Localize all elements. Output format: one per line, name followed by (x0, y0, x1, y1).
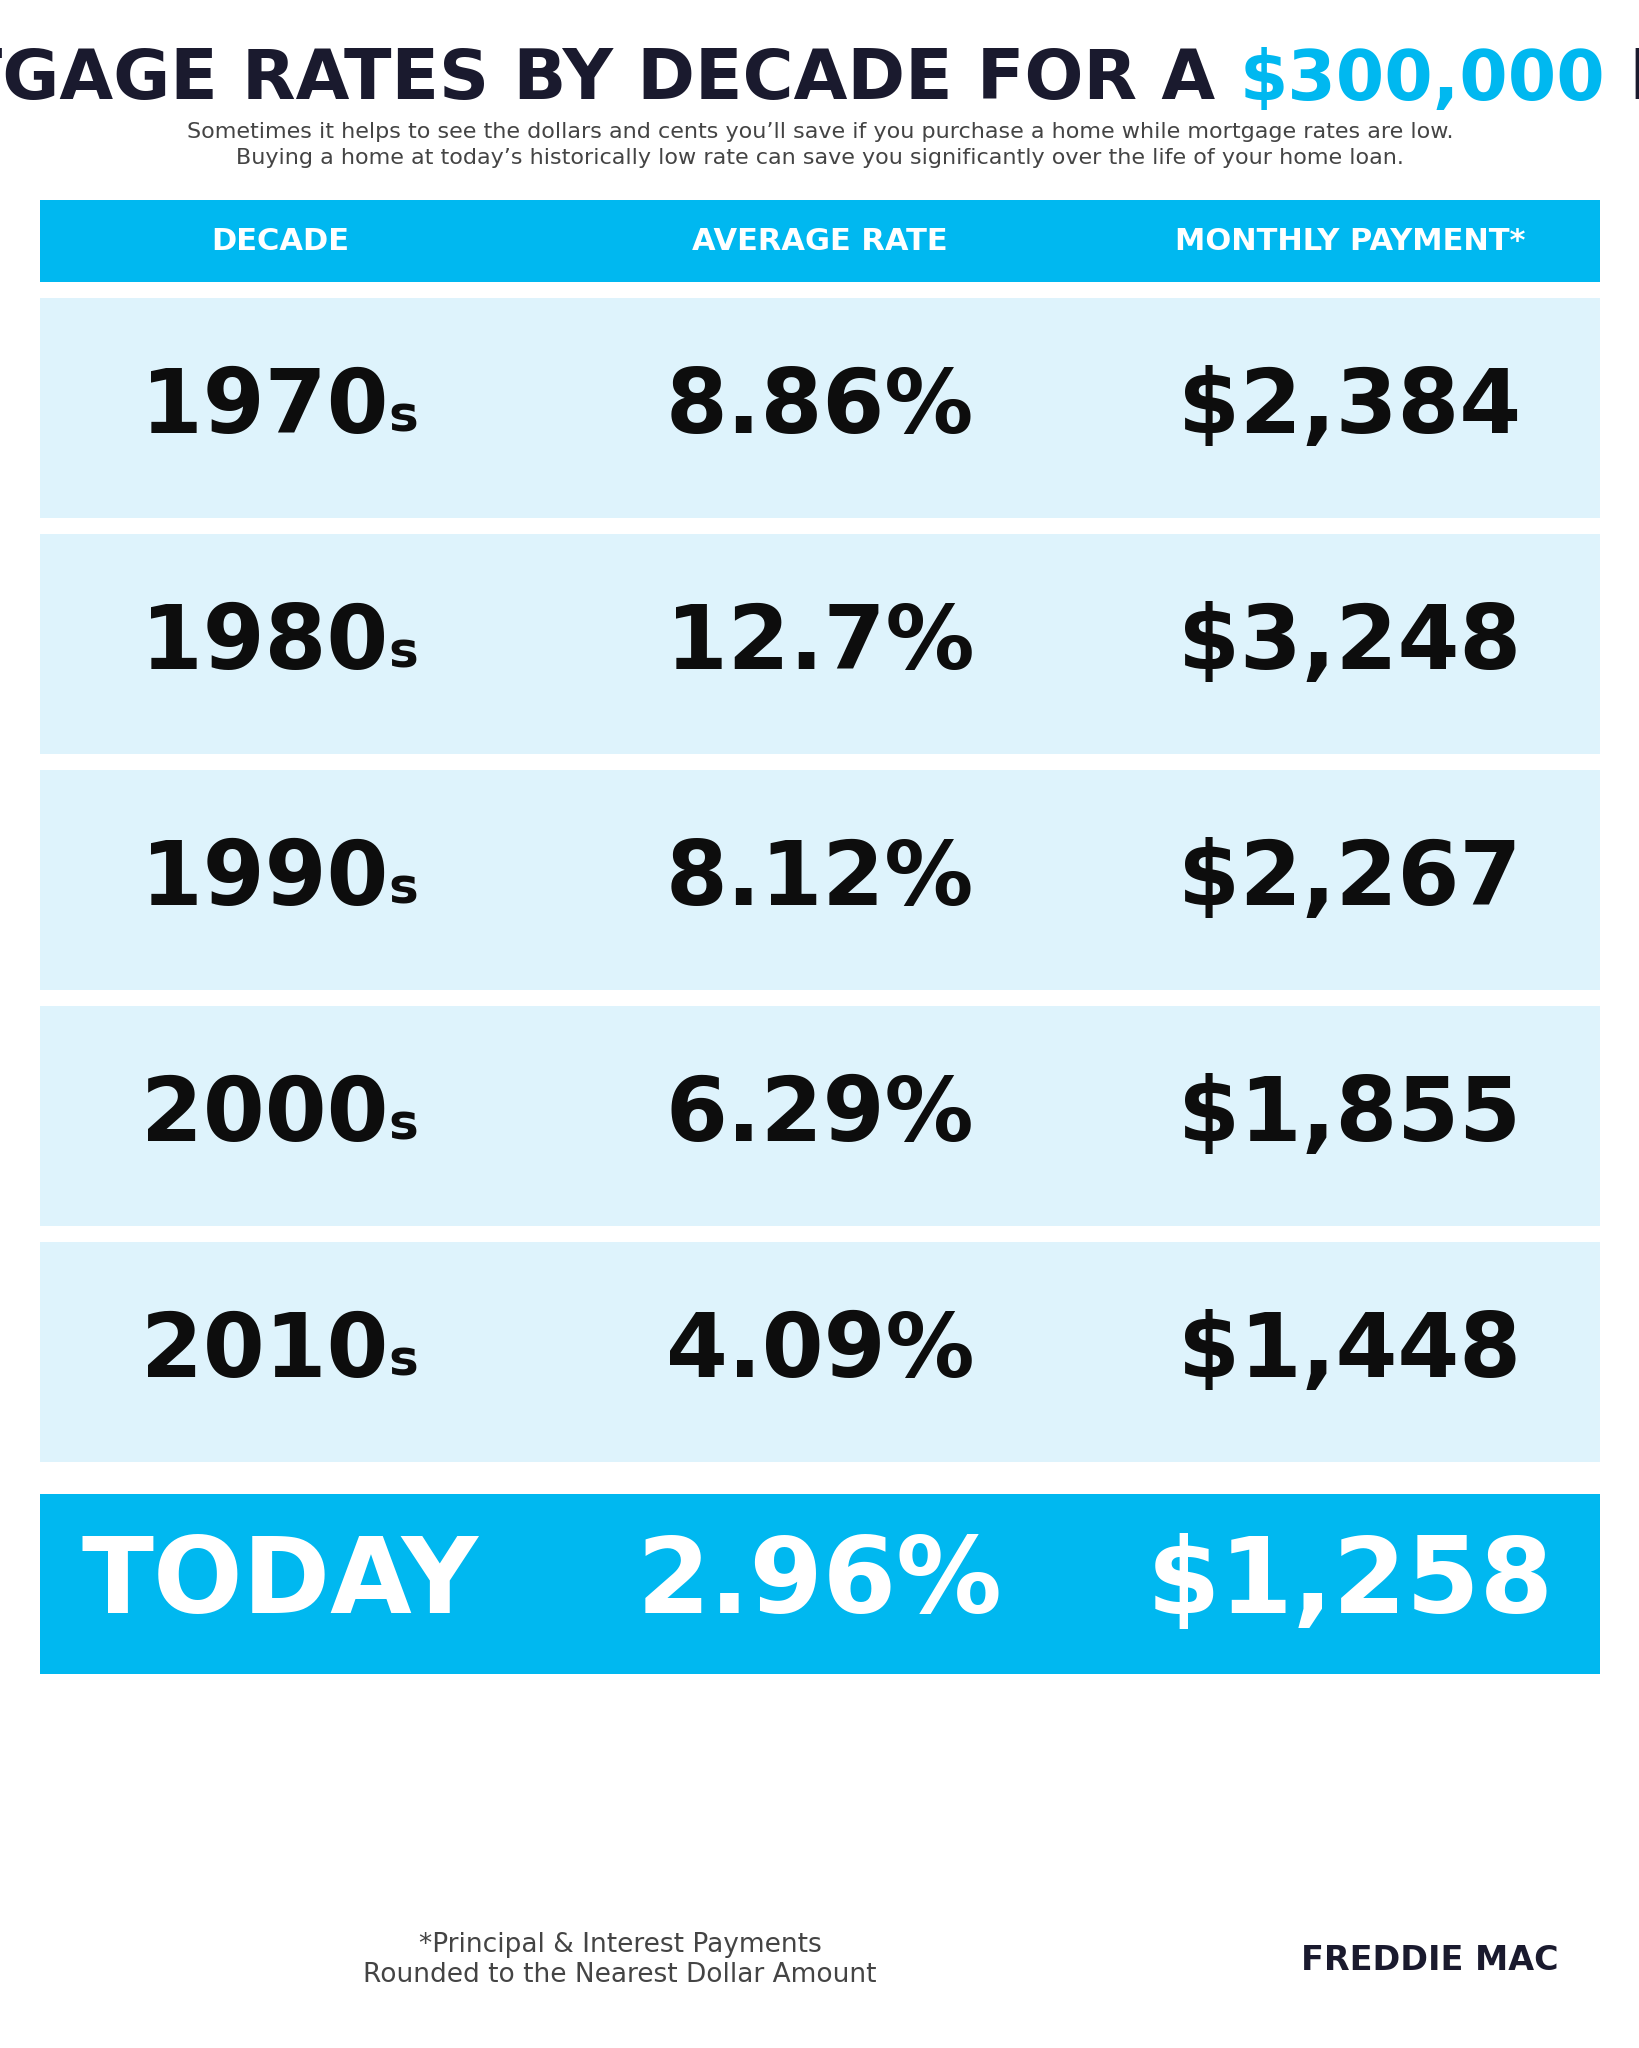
Bar (39, 299, 1600, 518)
Text: $1,258: $1,258 (1146, 1534, 1552, 1634)
Text: 1970: 1970 (141, 365, 388, 451)
Text: AVERAGE RATE: AVERAGE RATE (692, 227, 947, 256)
Text: s: s (388, 631, 418, 678)
Text: $1,448: $1,448 (1178, 1309, 1521, 1395)
Text: $2,384: $2,384 (1178, 365, 1521, 451)
Bar (39, 1006, 1600, 1227)
Bar (39, 201, 1600, 283)
Text: s: s (388, 393, 418, 442)
Text: s: s (388, 1337, 418, 1386)
Text: 2000: 2000 (141, 1073, 388, 1159)
Bar (39, 1493, 1600, 1673)
Text: $3,248: $3,248 (1178, 600, 1521, 688)
Bar (39, 770, 1600, 989)
Text: 1990: 1990 (141, 836, 388, 924)
Text: 2010: 2010 (141, 1309, 388, 1395)
Text: TODAY: TODAY (82, 1534, 479, 1634)
Text: 2.96%: 2.96% (636, 1534, 1003, 1634)
Text: 6.29%: 6.29% (665, 1073, 974, 1159)
Text: s: s (388, 866, 418, 913)
Text: *Principal & Interest Payments
Rounded to the Nearest Dollar Amount: *Principal & Interest Payments Rounded t… (362, 1931, 877, 1989)
Text: Buying a home at today’s historically low rate can save you significantly over t: Buying a home at today’s historically lo… (236, 147, 1403, 168)
Text: DECADE: DECADE (211, 227, 349, 256)
Text: $2,267: $2,267 (1177, 836, 1521, 924)
Text: $1,855: $1,855 (1178, 1073, 1521, 1159)
Bar (39, 1241, 1600, 1462)
Text: 8.86%: 8.86% (665, 365, 974, 451)
Text: MONTHLY PAYMENT*: MONTHLY PAYMENT* (1174, 227, 1524, 256)
Text: MORTGAGE RATES BY DECADE FOR A: MORTGAGE RATES BY DECADE FOR A (0, 47, 1239, 113)
Text: HOME: HOME (1605, 47, 1639, 113)
Bar (39, 535, 1600, 754)
Text: FREDDIE MAC: FREDDIE MAC (1300, 1944, 1557, 1976)
Text: 8.12%: 8.12% (665, 836, 974, 924)
Text: $300,000: $300,000 (1239, 47, 1605, 113)
Text: 12.7%: 12.7% (665, 600, 974, 688)
Text: 4.09%: 4.09% (665, 1309, 974, 1395)
Text: s: s (388, 1102, 418, 1151)
Text: 1980: 1980 (141, 600, 388, 688)
Text: Sometimes it helps to see the dollars and cents you’ll save if you purchase a ho: Sometimes it helps to see the dollars an… (187, 123, 1452, 141)
